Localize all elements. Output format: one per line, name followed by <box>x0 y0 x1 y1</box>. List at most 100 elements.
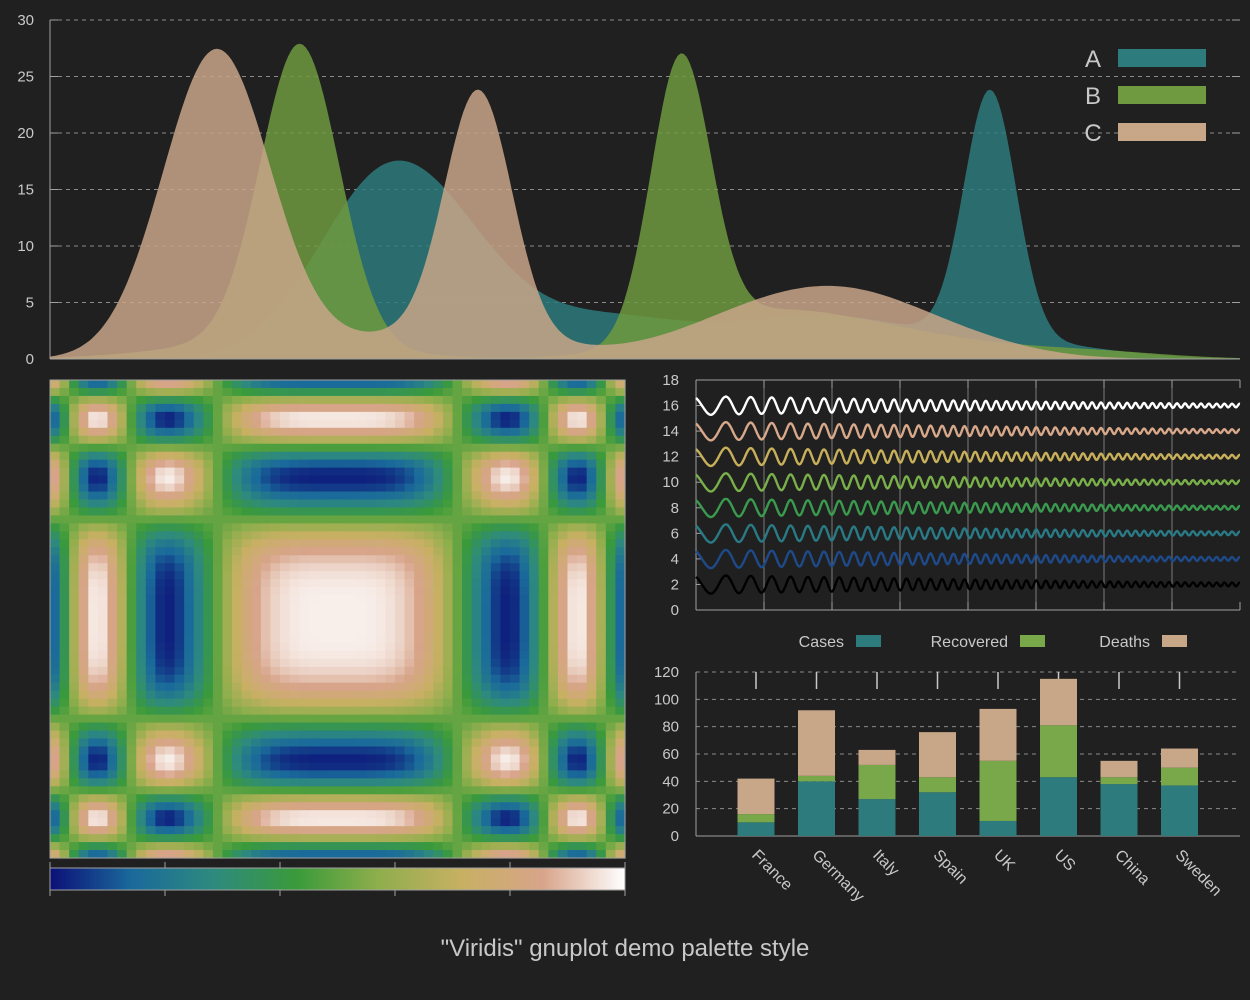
heatmap-cell <box>203 626 214 636</box>
heatmap-cell <box>586 778 597 787</box>
heatmap-cell <box>308 443 319 453</box>
heatmap-cell <box>385 475 396 485</box>
heatmap-cell <box>529 475 540 485</box>
heatmap-cell <box>529 754 540 763</box>
heatmap-cell <box>308 619 319 628</box>
heatmap-cell <box>117 730 128 740</box>
heatmap-cell <box>510 475 521 485</box>
heatmap-cell <box>145 674 157 684</box>
heatmap-cell <box>577 419 588 429</box>
heatmap-cell <box>155 411 166 421</box>
heatmap-cell <box>548 762 559 771</box>
heatmap-cell <box>107 690 118 700</box>
heatmap-cell <box>481 403 492 413</box>
heatmap-cell <box>577 682 588 692</box>
heatmap-cell <box>567 411 578 421</box>
heatmap-cell <box>251 619 262 628</box>
heatmap-cell <box>366 475 377 485</box>
heatmap-cell <box>318 507 329 517</box>
heatmap-cell <box>308 818 319 827</box>
heatmap-cell <box>280 531 291 540</box>
heatmap-cell <box>50 666 61 676</box>
heatmap-cell <box>481 579 492 588</box>
heatmap-cell <box>241 666 252 676</box>
heatmap-cell <box>222 531 233 540</box>
heatmap-cell <box>366 467 377 477</box>
heatmap-cell <box>78 539 89 548</box>
heatmap-cell <box>97 555 109 564</box>
heatmap-cell <box>442 515 454 524</box>
heatmap-cell <box>88 380 99 389</box>
heatmap-cell <box>519 507 530 517</box>
heatmap-cell <box>145 611 157 620</box>
heatmap-cell <box>203 587 214 596</box>
heatmap-cell <box>337 658 348 668</box>
heatmap-cell <box>442 579 454 588</box>
heatmap-cell <box>433 395 444 405</box>
heatmap-cell <box>490 571 502 580</box>
heatmap-cell <box>117 770 128 779</box>
heatmap-cell <box>251 682 262 692</box>
heatmap-cell <box>366 714 377 724</box>
heatmap-cell <box>577 403 588 413</box>
heatmap-cell <box>481 786 492 795</box>
heatmap-cell <box>97 467 109 477</box>
heatmap-cell <box>605 666 617 676</box>
heatmap-cell <box>280 443 291 453</box>
heatmap-cell <box>490 547 502 556</box>
heatmap-cell <box>251 443 262 453</box>
heatmap-cell <box>433 555 444 564</box>
heatmap-cell <box>299 658 310 668</box>
heatmap-cell <box>117 435 128 445</box>
heatmap-cell <box>69 403 80 413</box>
heatmap-cell <box>289 531 300 540</box>
heatmap-cell <box>126 634 137 644</box>
heatmap-cell <box>174 419 185 429</box>
heatmap-cell <box>299 666 310 676</box>
heatmap-cell <box>232 563 243 572</box>
heatmap-cell <box>59 563 70 572</box>
heatmap-cell <box>97 387 109 397</box>
heatmap-cell <box>548 467 559 477</box>
heatmap-cell <box>596 483 607 493</box>
heatmap-cell <box>107 547 118 556</box>
heatmap-cell <box>145 714 157 724</box>
heatmap-cell <box>78 802 89 811</box>
heatmap-cell <box>510 579 521 588</box>
heatmap-cell <box>260 459 272 469</box>
heatmap-cell <box>299 547 310 556</box>
heatmap-cell <box>165 770 176 779</box>
x-tick-label: Germany <box>809 847 868 906</box>
heatmap-cell <box>586 706 597 716</box>
heatmap-cell <box>462 507 473 517</box>
heatmap-cell <box>567 387 578 397</box>
heatmap-cell <box>567 626 578 636</box>
heatmap-cell <box>519 794 530 803</box>
heatmap-cell <box>308 650 319 660</box>
heatmap-cell <box>136 706 147 716</box>
heatmap-cell <box>481 443 492 453</box>
heatmap-cell <box>567 523 578 532</box>
heatmap-cell <box>471 563 482 572</box>
heatmap-cell <box>165 650 176 660</box>
heatmap-cell <box>59 690 70 700</box>
heatmap-cell <box>356 818 367 827</box>
heatmap-cell <box>107 746 118 756</box>
heatmap-cell <box>69 483 80 493</box>
heatmap-cell <box>117 778 128 787</box>
heatmap-cell <box>155 746 166 756</box>
heatmap-cell <box>596 499 607 509</box>
heatmap-cell <box>193 491 204 501</box>
heatmap-cell <box>318 427 329 437</box>
heatmap-cell <box>212 451 224 461</box>
heatmap-cell <box>337 810 348 819</box>
heatmap-cell <box>174 746 185 756</box>
heatmap-cell <box>280 634 291 644</box>
heatmap-cell <box>586 754 597 763</box>
heatmap-cell <box>557 850 569 859</box>
heatmap-cell <box>174 738 185 748</box>
heatmap-cell <box>308 754 319 763</box>
heatmap-cell <box>538 403 549 413</box>
heatmap-cell <box>356 587 367 596</box>
heatmap-cell <box>308 810 319 819</box>
